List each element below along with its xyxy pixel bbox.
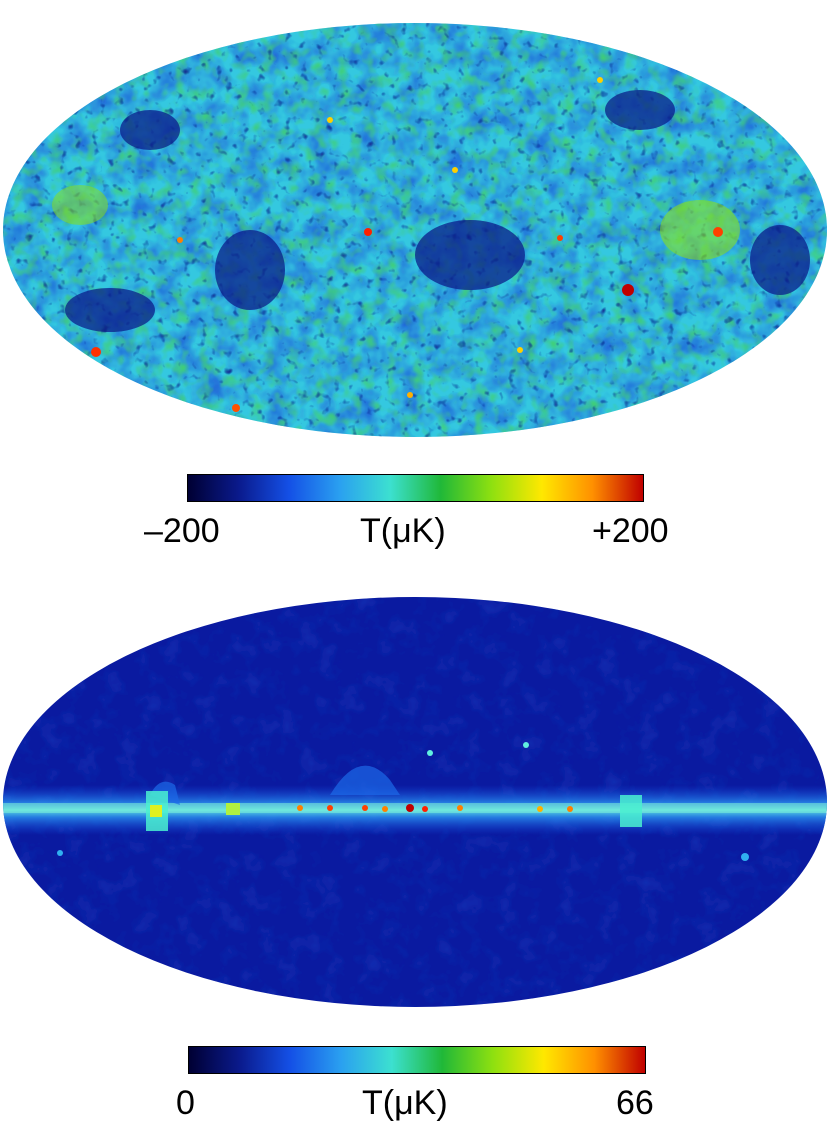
plane-hotspots xyxy=(57,742,749,861)
hot-spots xyxy=(52,77,758,412)
colorbar-unit-label: T(μK) xyxy=(360,512,446,550)
galactic-plane xyxy=(3,765,827,835)
cmb-map-panel: –200 T(μK) +200 xyxy=(0,0,830,560)
colorbar-min-label: –200 xyxy=(144,512,220,550)
colorbar-min-label: 0 xyxy=(176,1084,195,1122)
colorbar-max-label: +200 xyxy=(592,512,669,550)
cmb-anisotropy-map xyxy=(3,23,827,437)
temperature-colorbar xyxy=(188,1046,646,1074)
temperature-colorbar xyxy=(187,474,644,502)
galactic-foreground-map xyxy=(3,597,827,1007)
cold-spots xyxy=(65,90,810,332)
foreground-map-panel: 0 T(μK) 66 xyxy=(0,570,830,1130)
colorbar-max-label: 66 xyxy=(616,1084,654,1122)
colorbar-unit-label: T(μK) xyxy=(362,1084,448,1122)
